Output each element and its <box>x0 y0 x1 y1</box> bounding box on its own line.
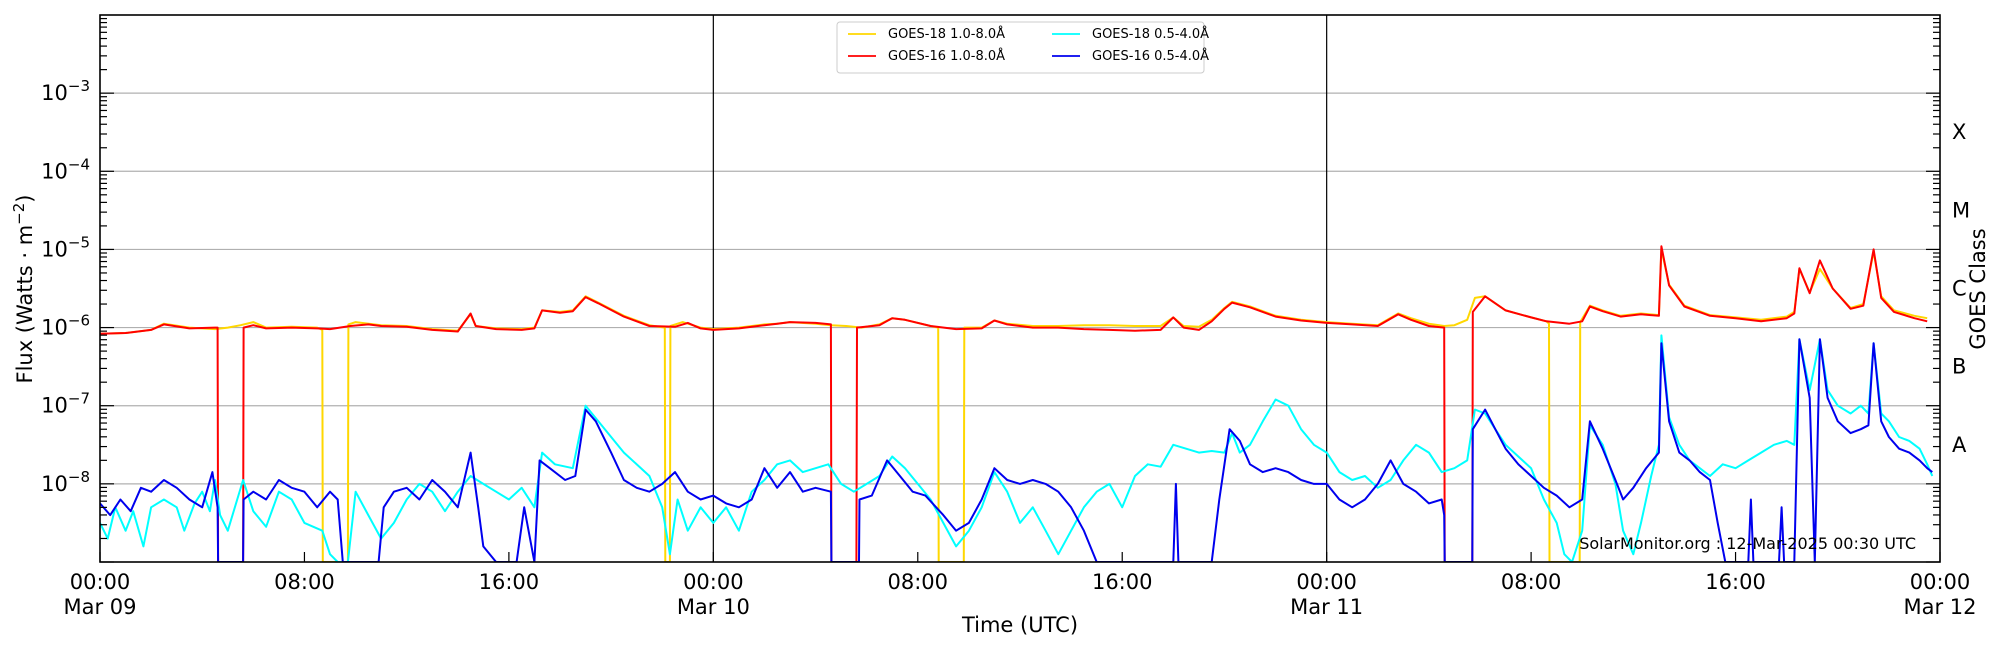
legend-label: GOES-16 0.5-4.0Å <box>1092 48 1209 64</box>
legend-label: GOES-18 0.5-4.0Å <box>1092 26 1209 42</box>
x-tick-label: 16:00 <box>1705 570 1766 594</box>
y-tick-label: 10−4 <box>41 155 90 183</box>
y-axis-title-main: Flux (Watts · m <box>13 225 37 384</box>
legend: GOES-18 1.0-8.0Å GOES-18 0.5-4.0Å GOES-16 … <box>836 21 1209 74</box>
x-tick-label: 00:00 <box>70 570 131 594</box>
goes-class-labels: X M C B A <box>1952 120 1970 457</box>
y-tick-label: 10−7 <box>41 390 90 418</box>
horizontal-gridlines <box>100 92 1940 485</box>
series-line-1 <box>100 245 1928 562</box>
x-tick-label: 08:00 <box>274 570 335 594</box>
x-tick-label: 16:00 <box>479 570 540 594</box>
goes-class-label: M <box>1952 198 1970 222</box>
goes-class-label: A <box>1952 433 1967 457</box>
x-tick-label: 16:00 <box>1092 570 1153 594</box>
y-axis-title-sup: −2 <box>10 203 28 225</box>
x-tick-label: 08:00 <box>1501 570 1562 594</box>
y-axis-ticks: 10−3 10−4 10−5 10−6 10−7 10−8 <box>41 17 1940 563</box>
legend-label: GOES-18 1.0-8.0Å <box>888 26 1005 42</box>
data-series <box>100 245 1934 562</box>
goes-class-label: X <box>1952 120 1966 144</box>
legend-box <box>836 21 1205 74</box>
y-tick-label: 10−5 <box>41 233 90 261</box>
y-tick-label: 10−6 <box>41 312 90 340</box>
credit-text: SolarMonitor.org : 12-Mar-2025 00:30 UTC <box>1579 534 1916 553</box>
x-tick-label: 08:00 <box>888 570 949 594</box>
x-axis-title: Time (UTC) <box>961 613 1078 637</box>
series-line-2 <box>100 334 1934 562</box>
x-tick-date-label: Mar 11 <box>1290 595 1363 619</box>
x-tick-label: 00:00 <box>683 570 744 594</box>
y-axis-title-close: ) <box>13 194 37 202</box>
y-tick-label: 10−3 <box>41 77 90 105</box>
x-tick-date-label: Mar 12 <box>1903 595 1976 619</box>
legend-label: GOES-16 1.0-8.0Å <box>888 48 1005 64</box>
series-line-3 <box>100 338 1933 562</box>
goes-class-label: B <box>1952 355 1966 379</box>
goes-class-label: C <box>1952 277 1967 301</box>
x-tick-label: 00:00 <box>1910 570 1971 594</box>
plot-frame <box>99 14 1941 563</box>
y-tick-label: 10−8 <box>41 468 90 496</box>
day-separator-lines <box>712 15 1328 562</box>
y-axis-title: Flux (Watts · m−2) <box>10 194 37 383</box>
x-tick-date-label: Mar 09 <box>63 595 136 619</box>
x-tick-label: 00:00 <box>1296 570 1357 594</box>
right-axis-title: GOES Class <box>1966 228 1990 349</box>
x-tick-date-label: Mar 10 <box>677 595 750 619</box>
